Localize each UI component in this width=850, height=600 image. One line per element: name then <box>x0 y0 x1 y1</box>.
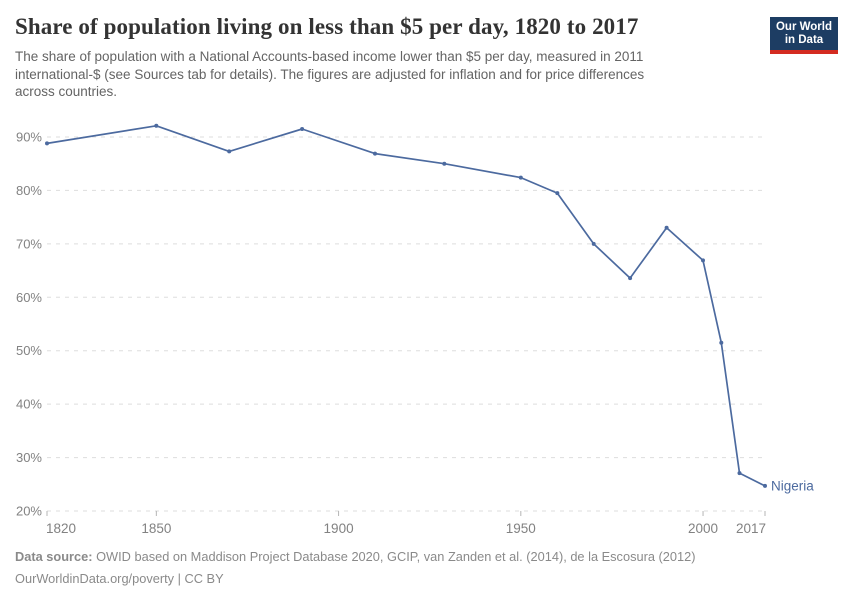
page-title: Share of population living on less than … <box>15 14 639 39</box>
x-axis-tick-label: 2017 <box>736 521 766 536</box>
x-axis-tick-label: 1820 <box>46 521 76 536</box>
x-axis-tick-label: 2000 <box>688 521 718 536</box>
data-point[interactable] <box>555 191 560 196</box>
series-end-label[interactable]: Nigeria <box>771 478 814 493</box>
data-point[interactable] <box>628 276 633 281</box>
y-axis-tick-label: 50% <box>16 343 42 358</box>
owid-logo-line2: in Data <box>784 34 824 46</box>
data-point[interactable] <box>300 127 305 131</box>
data-point[interactable] <box>518 175 523 180</box>
y-axis-tick-label: 80% <box>16 183 42 198</box>
x-axis-tick-label: 1900 <box>324 521 354 536</box>
chart-subtitle-line: The share of population with a National … <box>15 49 644 64</box>
chart-subtitle-line: international-$ (see Sources tab for det… <box>15 66 645 82</box>
y-axis-tick-label: 20% <box>16 504 42 519</box>
x-axis-tick-label: 1950 <box>506 521 536 536</box>
data-point[interactable] <box>442 161 447 166</box>
owid-logo-line1: Our World <box>775 21 832 33</box>
y-axis-tick-label: 60% <box>16 290 42 305</box>
data-point[interactable] <box>373 151 377 156</box>
line-chart[interactable]: 20% 30% 40% 50% 60% 70% 80% 90% 1820 1850 1900 1950… <box>0 110 850 542</box>
attribution-line: OurWorldinData.org/poverty | CC BY <box>15 571 224 586</box>
x-axis-tick-label: 1850 <box>141 521 171 536</box>
data-point[interactable] <box>591 241 596 246</box>
y-axis-tick-label: 30% <box>16 450 42 465</box>
data-point[interactable] <box>701 258 705 263</box>
chart-header: Share of population living on less than … <box>15 14 838 101</box>
y-axis-tick-label: 70% <box>16 236 42 251</box>
data-point[interactable] <box>45 141 49 146</box>
chart-subtitle-line: across countries. <box>15 84 118 99</box>
data-point[interactable] <box>763 483 767 488</box>
data-source-label: Data source: <box>15 549 93 564</box>
data-point[interactable] <box>719 340 724 345</box>
data-point[interactable] <box>227 149 232 154</box>
data-point[interactable] <box>664 225 669 230</box>
y-axis-tick-label: 90% <box>16 130 42 145</box>
data-source-text: OWID based on Maddison Project Database … <box>92 549 696 564</box>
data-point[interactable] <box>154 123 159 128</box>
data-line-nigeria[interactable] <box>46 124 766 487</box>
y-axis-tick-label: 40% <box>16 397 42 412</box>
data-point[interactable] <box>737 471 742 476</box>
chart-subtitle: The share of population with a National … <box>15 48 835 101</box>
data-source-line: Data source: OWID based on Maddison Proj… <box>15 546 696 568</box>
chart-footer: Data source: OWID based on Maddison Proj… <box>15 546 696 590</box>
owid-logo[interactable]: Our World in Data <box>770 17 838 54</box>
